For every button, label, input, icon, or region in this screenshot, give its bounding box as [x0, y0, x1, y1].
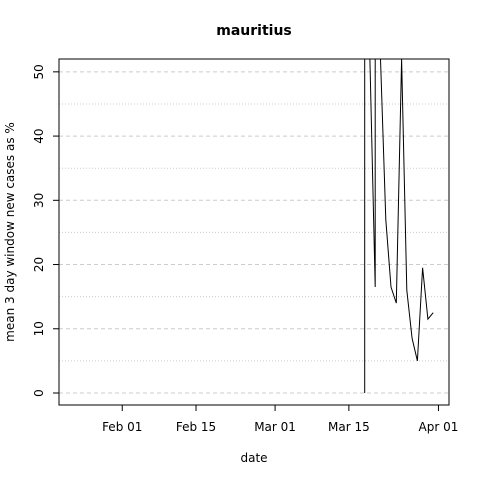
y-tick-label: 20 — [32, 257, 46, 272]
y-tick-label: 10 — [32, 321, 46, 336]
chart-title: mauritius — [216, 23, 292, 39]
x-tick-label: Feb 01 — [102, 420, 142, 434]
x-axis: Feb 01 Feb 15 Mar 01 Mar 15 Apr 01 — [102, 404, 459, 434]
y-tick-label: 0 — [32, 389, 46, 397]
y-axis: 0 10 20 30 40 50 — [32, 64, 60, 397]
x-tick-label: Feb 15 — [176, 420, 216, 434]
x-tick-label: Mar 01 — [254, 420, 296, 434]
y-axis-label: mean 3 day window new cases as % — [3, 122, 17, 342]
series-line — [364, 58, 434, 393]
x-tick-label: Mar 15 — [328, 420, 370, 434]
x-tick-label: Apr 01 — [419, 420, 459, 434]
y-tick-label: 30 — [32, 193, 46, 208]
series — [364, 58, 434, 393]
y-tick-label: 50 — [32, 64, 46, 79]
x-axis-label: date — [240, 451, 267, 465]
grid — [59, 71, 449, 394]
y-tick-label: 40 — [32, 128, 46, 143]
